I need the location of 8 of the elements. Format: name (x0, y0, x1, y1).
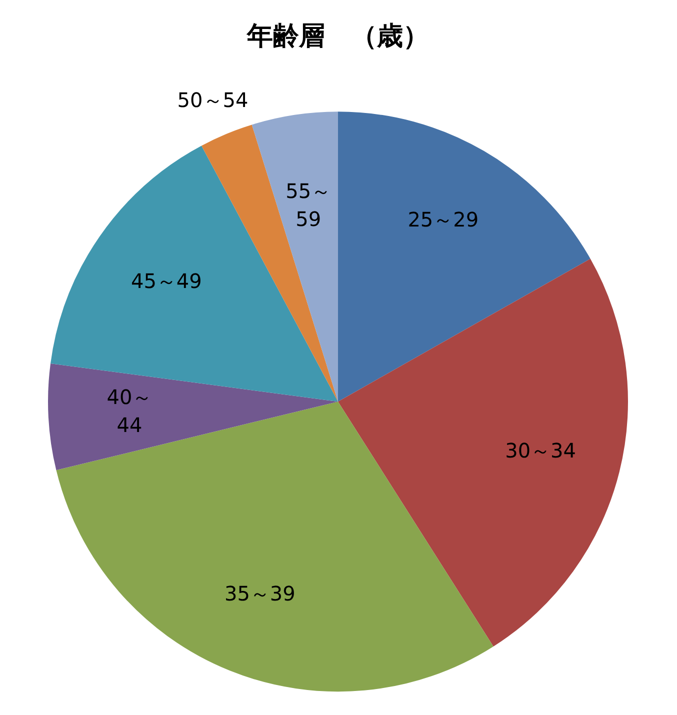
slice-label: 45～49 (130, 268, 202, 293)
chart-title: 年齢層 （歳） (246, 21, 429, 52)
slice-label: 35～39 (224, 581, 296, 606)
slice-label: 55～59 (286, 178, 332, 231)
slice-label: 40～44 (106, 384, 152, 437)
slice-label: 30～34 (505, 438, 576, 462)
slice-label: 25～29 (408, 207, 479, 232)
slice-label: 50～54 (177, 88, 248, 112)
